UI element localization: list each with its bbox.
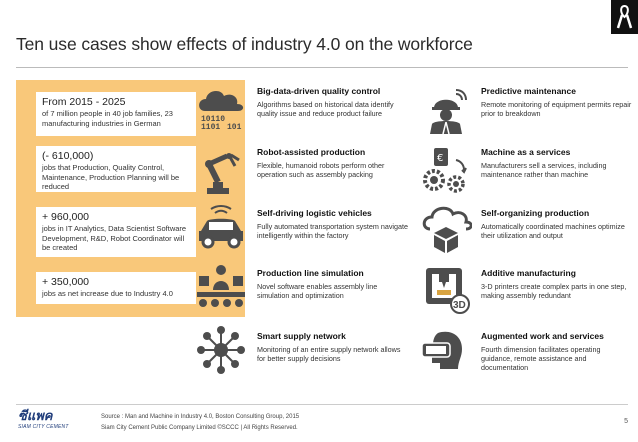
- stat-value: From 2015 - 2025: [42, 96, 126, 108]
- company-logo: ซีแพค SIAM CITY CEMENT: [18, 409, 86, 437]
- use-case-description: Fully automated transportation system na…: [257, 222, 409, 240]
- use-case-title: Big-data-driven quality control: [257, 86, 381, 96]
- logo-subtitle: SIAM CITY CEMENT: [18, 424, 69, 430]
- use-case-additive-manufacturing: Additive manufacturing 3-D printers crea…: [481, 268, 633, 300]
- use-case-title: Predictive maintenance: [481, 86, 576, 96]
- svg-text:101: 101: [227, 123, 242, 132]
- use-case-title: Self-driving logistic vehicles: [257, 208, 372, 218]
- stat-description: of 7 million people in 40 job families, …: [42, 109, 173, 128]
- footer-divider: [16, 404, 628, 405]
- use-case-title: Smart supply network: [257, 331, 346, 341]
- use-case-title: Self-organizing production: [481, 208, 590, 218]
- source-note: Source : Man and Machine in Industry 4.0…: [101, 414, 300, 420]
- workforce-stats-panel: From 2015 - 2025 of 7 million people in …: [16, 80, 245, 317]
- stat-card-net: + 350,000 jobs as net increase due to In…: [36, 272, 196, 304]
- use-case-title: Robot-assisted production: [257, 147, 366, 157]
- use-case-description: Automatically coordinated machines optim…: [481, 222, 625, 240]
- vr-headset-icon: [420, 327, 468, 375]
- stat-description: jobs in IT Analytics, Data Scientist Sof…: [42, 224, 187, 252]
- svg-text:1101: 1101: [201, 123, 220, 132]
- use-case-description: Fourth dimension facilitates operating g…: [481, 345, 601, 372]
- copyright-note: Siam City Cement Public Company Limited …: [101, 425, 298, 431]
- page-number: 5: [624, 418, 628, 425]
- stat-description: jobs as net increase due to Industry 4.0: [42, 289, 173, 298]
- use-case-supply-network: Smart supply network Monitoring of an en…: [257, 331, 409, 363]
- awareness-ribbon-icon: [616, 4, 633, 29]
- use-case-line-simulation: Production line simulation Novel softwar…: [257, 268, 409, 300]
- use-case-description: Monitoring of an entire supply network a…: [257, 345, 401, 363]
- title-divider: [16, 67, 628, 68]
- use-case-title: Production line simulation: [257, 268, 364, 278]
- service-gears-icon: €: [420, 146, 468, 194]
- logo-brand: ซีแพค: [18, 408, 53, 423]
- use-case-self-driving: Self-driving logistic vehicles Fully aut…: [257, 208, 409, 240]
- stat-card-period: From 2015 - 2025 of 7 million people in …: [36, 92, 196, 136]
- 3d-printer-icon: 3D: [420, 264, 470, 314]
- use-case-description: Algorithms based on historical data iden…: [257, 100, 394, 118]
- svg-text:3D: 3D: [453, 300, 466, 311]
- supply-network-icon: [196, 325, 245, 374]
- stat-value: (- 610,000): [42, 150, 94, 162]
- use-case-description: Flexible, humanoid robots perform other …: [257, 161, 385, 179]
- svg-text:€: €: [437, 153, 443, 164]
- robot-arm-icon: [193, 146, 241, 194]
- svg-text:10110: 10110: [201, 115, 225, 124]
- use-case-description: Novel software enables assembly line sim…: [257, 282, 378, 300]
- use-case-predictive-maintenance: Predictive maintenance Remote monitoring…: [481, 86, 633, 118]
- stat-card-created: + 960,000 jobs in IT Analytics, Data Sci…: [36, 207, 196, 257]
- use-case-self-organizing: Self-organizing production Automatically…: [481, 208, 633, 240]
- use-case-description: Remote monitoring of equipment permits r…: [481, 100, 632, 118]
- use-case-title: Machine as a services: [481, 147, 571, 157]
- stat-value: + 350,000: [42, 276, 90, 288]
- line-simulation-icon: [193, 262, 245, 310]
- use-case-robot-assisted: Robot-assisted production Flexible, huma…: [257, 147, 409, 179]
- self-driving-car-icon: [193, 205, 243, 253]
- stat-value: + 960,000: [42, 211, 90, 223]
- use-case-big-data: Big-data-driven quality control Algorith…: [257, 86, 409, 118]
- cloud-box-icon: [420, 205, 473, 253]
- use-case-title: Augmented work and services: [481, 331, 604, 341]
- page-title: Ten use cases show effects of industry 4…: [16, 34, 473, 54]
- maintenance-worker-icon: [420, 88, 468, 136]
- use-case-title: Additive manufacturing: [481, 268, 576, 278]
- stat-card-reduced: (- 610,000) jobs that Production, Qualit…: [36, 146, 196, 192]
- use-case-machine-services: Machine as a services Manufacturers sell…: [481, 147, 633, 179]
- big-data-icon: 10110 1101 101: [193, 85, 244, 133]
- ribbon-tab: [611, 0, 638, 34]
- use-case-description: Manufacturers sell a services, including…: [481, 161, 607, 179]
- use-case-augmented-work: Augmented work and services Fourth dimen…: [481, 331, 633, 372]
- use-case-description: 3-D printers create complex parts in one…: [481, 282, 627, 300]
- stat-description: jobs that Production, Quality Control, M…: [42, 163, 180, 191]
